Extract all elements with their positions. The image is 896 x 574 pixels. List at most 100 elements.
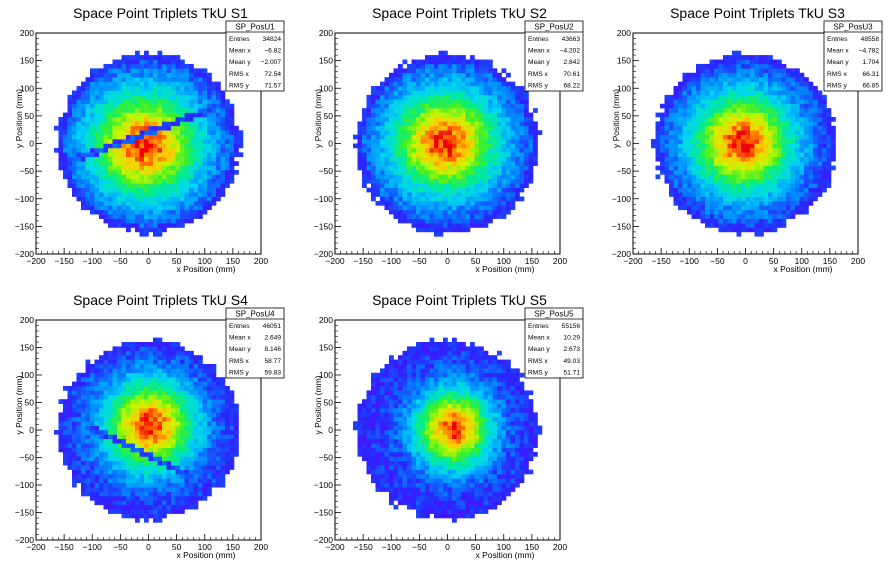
heatmap-cell <box>108 496 113 501</box>
heatmap-cell <box>112 139 118 144</box>
heatmap-cell <box>759 99 764 105</box>
heatmap-cell <box>682 121 688 127</box>
heatmap-cell <box>727 134 733 140</box>
heatmap-cell <box>171 183 176 188</box>
heatmap-cell <box>727 192 733 197</box>
heatmap-cell <box>524 183 529 188</box>
heatmap-cell <box>130 386 136 391</box>
heatmap-cell <box>162 152 167 158</box>
heatmap-cell <box>144 178 149 184</box>
heatmap-cell <box>380 170 385 175</box>
heatmap-cell <box>375 90 381 96</box>
x-tick-label: −50 <box>412 256 427 266</box>
heatmap-cell <box>651 139 656 144</box>
heatmap-cell <box>135 438 140 444</box>
stats-label: Mean y <box>827 59 849 66</box>
heatmap-cell <box>799 94 805 100</box>
heatmap-cell <box>112 421 118 426</box>
heatmap-cell <box>768 55 773 60</box>
heatmap-cell <box>777 81 782 87</box>
heatmap-cell <box>72 408 77 413</box>
heatmap-cell <box>452 147 457 153</box>
heatmap-cell <box>515 178 520 184</box>
heatmap-cell <box>108 103 113 109</box>
heatmap-cell <box>447 112 453 118</box>
heatmap-cell <box>759 209 764 215</box>
heatmap-cell <box>130 86 136 91</box>
heatmap-cell <box>781 99 787 105</box>
heatmap-cell <box>790 200 796 206</box>
heatmap-cell <box>189 94 194 100</box>
heatmap-cell <box>153 178 158 184</box>
heatmap-cell <box>660 152 665 158</box>
heatmap-cell <box>153 139 158 144</box>
heatmap-cell <box>790 161 796 166</box>
heatmap-cell <box>103 134 109 140</box>
heatmap-cell <box>81 161 86 166</box>
heatmap-cell <box>135 50 140 56</box>
x-tick-label: 0 <box>743 256 748 266</box>
heatmap-cell <box>85 381 91 387</box>
heatmap-cell <box>705 72 710 78</box>
histogram-panel-1: Space Point Triplets TkU S1−200−200−150−… <box>14 5 285 274</box>
heatmap-cell <box>171 196 176 202</box>
heatmap-cell <box>826 174 832 180</box>
heatmap-cell <box>90 408 95 413</box>
heatmap-cell <box>148 68 154 74</box>
heatmap-cell <box>380 90 385 96</box>
heatmap-cell <box>519 152 525 158</box>
heatmap-cell <box>362 116 367 122</box>
heatmap-cell <box>139 99 145 105</box>
heatmap-cell <box>786 86 791 91</box>
heatmap-cell <box>664 174 670 180</box>
heatmap-cell <box>407 196 412 202</box>
heatmap-cell <box>714 94 719 100</box>
heatmap-cell <box>416 187 421 193</box>
heatmap-cell <box>72 474 77 479</box>
heatmap-cell <box>714 147 719 153</box>
heatmap-cell <box>655 156 661 162</box>
heatmap-cell <box>389 108 394 113</box>
heatmap-cell <box>229 103 235 109</box>
heatmap-cell <box>189 174 194 180</box>
heatmap-cell <box>420 139 426 144</box>
heatmap-cell <box>420 72 426 78</box>
heatmap-cell <box>817 94 823 100</box>
heatmap-cell <box>416 112 421 118</box>
heatmap-cell <box>389 196 394 202</box>
heatmap-cell <box>63 456 68 462</box>
heatmap-cell <box>483 121 489 127</box>
x-axis-title: x Position (mm) <box>773 264 832 274</box>
heatmap-cell <box>135 500 140 506</box>
heatmap-cell <box>813 99 818 105</box>
heatmap-cell <box>108 139 113 144</box>
heatmap-cell <box>121 447 127 453</box>
heatmap-cell <box>682 187 688 193</box>
heatmap-cell <box>461 227 466 233</box>
heatmap-cell <box>524 134 529 140</box>
heatmap-cell <box>371 187 376 193</box>
heatmap-cell <box>81 447 86 453</box>
heatmap-cell <box>799 200 805 206</box>
heatmap-cell <box>438 50 444 56</box>
heatmap-cell <box>139 381 145 387</box>
heatmap-cell <box>768 116 773 122</box>
heatmap-cell <box>157 134 163 140</box>
heatmap-cell <box>126 346 131 352</box>
heatmap-cell <box>425 183 430 188</box>
heatmap-cell <box>456 68 462 74</box>
heatmap-cell <box>669 156 674 162</box>
heatmap-cell <box>148 452 154 457</box>
heatmap-cell <box>732 94 737 100</box>
heatmap-cell <box>94 412 100 418</box>
heatmap-cell <box>483 94 489 100</box>
heatmap-cell <box>135 86 140 91</box>
heatmap-cell <box>687 187 692 193</box>
heatmap-cell <box>501 156 507 162</box>
heatmap-cell <box>153 218 158 224</box>
heatmap-cell <box>207 192 212 197</box>
heatmap-cell <box>135 227 140 233</box>
heatmap-cell <box>813 94 818 100</box>
heatmap-cell <box>148 350 154 356</box>
heatmap-cell <box>139 165 145 171</box>
